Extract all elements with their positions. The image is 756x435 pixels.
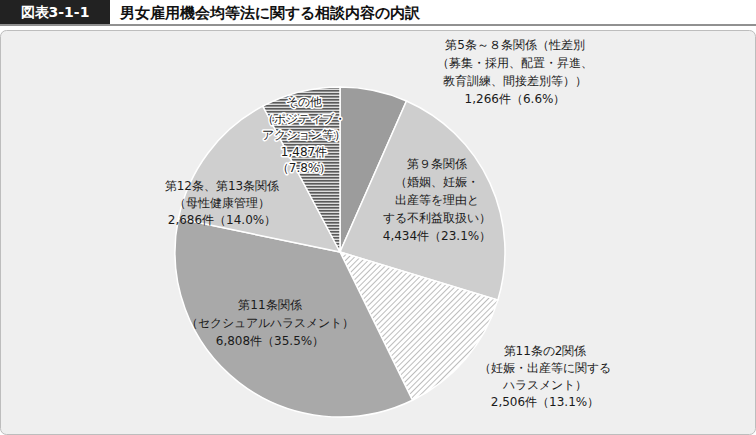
figure-label: 図表3-1-1 <box>21 4 90 20</box>
panel-background <box>1 31 756 435</box>
slice-label: 第5条～８条関係（性差別 （募集・採用、配置・昇進、教育訓練、間接差別等）） 1,2… <box>437 38 593 106</box>
slice-label-line: 第11条の2関係 <box>504 344 587 358</box>
slice-label-line: 2,506件（13.1%） <box>491 395 599 409</box>
slice-label-line: 第９条関係 <box>407 157 467 171</box>
slice-label-line: （募集・採用、配置・昇進、 <box>437 56 593 70</box>
slice-label-line: （妊娠・出産等に関する <box>479 361 611 375</box>
slice-label-line: 1,487件 <box>281 145 327 159</box>
slice-label-line: （ポジティブ・ <box>262 112 346 126</box>
slice-label-line: （7.8%） <box>277 161 332 175</box>
slice-label-line: 4,434件（23.1%） <box>383 229 491 243</box>
chart-root: 図表3-1-1 男女雇用機会均等法に関する相談内容の内訳第5条～８条関係（性差別 （… <box>0 0 756 435</box>
slice-label-line: その他 <box>286 95 322 109</box>
slice-label-line: 出産等を理由と <box>395 193 479 207</box>
slice-label-line: 第5条～８条関係（性差別 <box>445 38 585 52</box>
slice-label-line: （婚姻、妊娠・ <box>395 175 479 189</box>
slice-label-line: 教育訓練、間接差別等）） <box>443 74 587 88</box>
slice-label: その他 （ポジティブ・アクション等） 1,487件 （7.8%） <box>262 95 346 175</box>
slice-label: 第12条、第13条関係 （母性健康管理） 2,686件（14.0%） <box>165 179 280 227</box>
slice-label-line: 2,686件（14.0%） <box>168 213 276 227</box>
slice-label-line: 1,266件（6.6%） <box>465 92 566 106</box>
figure-label-box <box>0 0 110 24</box>
slice-label-line: 6,808件（35.5%） <box>216 334 324 348</box>
slice-label-line: する不利益取扱い） <box>383 211 491 225</box>
chart: 図表3-1-1 男女雇用機会均等法に関する相談内容の内訳第5条～８条関係（性差別 （… <box>0 0 756 435</box>
title-rule <box>0 25 756 26</box>
slices <box>175 87 505 417</box>
slice-label-line: 第11条関係 <box>238 298 301 312</box>
slice-label-line: ハラスメント） <box>502 378 587 392</box>
slice-label-line: 第12条、第13条関係 <box>165 179 280 193</box>
slice-label: 第11条の2関係 （妊娠・出産等に関するハラスメント） 2,506件（13.1%） <box>479 344 611 409</box>
slice-label-line: アクション等） <box>262 128 346 142</box>
slice-label: 第９条関係 （婚姻、妊娠・出産等を理由とする不利益取扱い） 4,434件（23.1%… <box>383 157 491 243</box>
slice-label-line: （セクシュアルハラスメント） <box>186 316 354 330</box>
pie-slice <box>175 219 412 417</box>
data-labels: 第5条～８条関係（性差別 （募集・採用、配置・昇進、教育訓練、間接差別等）） 1,2… <box>165 38 611 409</box>
slice-label: 第11条関係 （セクシュアルハラスメント） 6,808件（35.5%） <box>186 298 354 348</box>
title: 男女雇用機会均等法に関する相談内容の内訳 <box>119 4 421 22</box>
slice-label-line: （母性健康管理） <box>174 196 270 210</box>
